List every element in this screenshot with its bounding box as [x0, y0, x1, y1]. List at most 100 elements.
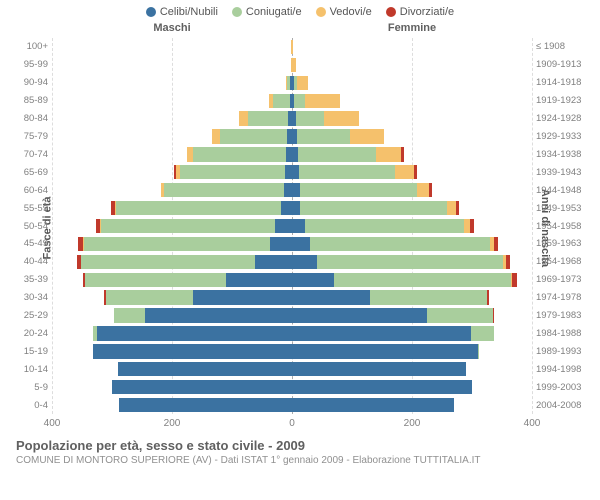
age-label: 75-79: [12, 131, 48, 142]
segment: [305, 219, 464, 233]
segment: [292, 183, 300, 197]
female-bar: [292, 308, 532, 322]
age-label: 85-89: [12, 95, 48, 106]
male-bar: [52, 129, 292, 143]
segment: [292, 344, 478, 358]
segment: [456, 201, 460, 215]
age-label: 65-69: [12, 167, 48, 178]
legend-item: Celibi/Nubili: [146, 6, 218, 18]
age-label: 60-64: [12, 185, 48, 196]
male-bar: [52, 111, 292, 125]
segment: [493, 308, 494, 322]
segment: [284, 183, 292, 197]
female-bar: [292, 398, 532, 412]
male-bar: [52, 147, 292, 161]
female-bar: [292, 111, 532, 125]
male-bar: [52, 273, 292, 287]
segment: [118, 362, 292, 376]
age-label: 0-4: [12, 400, 48, 411]
legend-swatch: [386, 7, 396, 17]
female-bar: [292, 219, 532, 233]
segment: [292, 290, 370, 304]
segment: [97, 326, 292, 340]
female-bar: [292, 290, 532, 304]
segment: [255, 255, 292, 269]
legend-item: Coniugati/e: [232, 6, 302, 18]
age-label: 10-14: [12, 364, 48, 375]
age-label: 55-59: [12, 203, 48, 214]
segment: [220, 129, 287, 143]
segment: [212, 129, 220, 143]
age-row: 60-641944-1948: [52, 181, 532, 199]
x-tick-label: 200: [164, 418, 181, 429]
female-bar: [292, 362, 532, 376]
segment: [164, 183, 284, 197]
birth-year-label: 1944-1948: [536, 185, 590, 196]
segment: [300, 201, 447, 215]
birth-year-label: 1959-1963: [536, 238, 590, 249]
male-bar: [52, 183, 292, 197]
segment: [292, 255, 317, 269]
female-bar: [292, 201, 532, 215]
gridline: [532, 38, 533, 414]
birth-year-label: 1949-1953: [536, 203, 590, 214]
female-bar: [292, 94, 532, 108]
column-headers: Maschi Femmine: [52, 22, 532, 34]
legend-swatch: [316, 7, 326, 17]
segment: [193, 290, 292, 304]
segment: [417, 183, 429, 197]
segment: [106, 290, 193, 304]
segment: [292, 40, 293, 54]
female-bar: [292, 58, 532, 72]
segment: [334, 273, 511, 287]
age-label: 95-99: [12, 59, 48, 70]
male-bar: [52, 398, 292, 412]
female-bar: [292, 147, 532, 161]
male-bar: [52, 308, 292, 322]
age-row: 80-841924-1928: [52, 110, 532, 128]
female-bar: [292, 183, 532, 197]
segment: [81, 255, 255, 269]
segment: [85, 273, 226, 287]
female-bar: [292, 129, 532, 143]
segment: [292, 326, 471, 340]
female-bar: [292, 237, 532, 251]
age-label: 30-34: [12, 292, 48, 303]
segment: [275, 219, 292, 233]
female-bar: [292, 344, 532, 358]
age-label: 15-19: [12, 346, 48, 357]
x-axis: 4002000200400: [52, 416, 532, 434]
age-label: 20-24: [12, 328, 48, 339]
birth-year-label: 1914-1918: [536, 77, 590, 88]
segment: [512, 273, 517, 287]
age-row: 75-791929-1933: [52, 128, 532, 146]
segment: [285, 165, 292, 179]
age-label: 45-49: [12, 238, 48, 249]
segment: [292, 380, 472, 394]
age-row: 30-341974-1978: [52, 289, 532, 307]
age-label: 100+: [12, 41, 48, 52]
male-bar: [52, 165, 292, 179]
birth-year-label: 1934-1938: [536, 149, 590, 160]
segment: [101, 219, 275, 233]
segment: [296, 111, 325, 125]
age-row: 20-241984-1988: [52, 325, 532, 343]
age-row: 100+≤ 1908: [52, 38, 532, 56]
male-bar: [52, 362, 292, 376]
segment: [429, 183, 431, 197]
segment: [114, 308, 145, 322]
segment: [292, 201, 300, 215]
segment: [292, 362, 466, 376]
x-tick-label: 200: [404, 418, 421, 429]
plot-area: 100+≤ 190895-991909-191390-941914-191885…: [52, 38, 532, 414]
birth-year-label: 1909-1913: [536, 59, 590, 70]
segment: [248, 111, 289, 125]
segment: [292, 398, 454, 412]
birth-year-label: 1924-1928: [536, 113, 590, 124]
male-bar: [52, 76, 292, 90]
male-bar: [52, 94, 292, 108]
segment: [297, 76, 308, 90]
age-label: 90-94: [12, 77, 48, 88]
segment: [84, 237, 270, 251]
chart-footer: Popolazione per età, sesso e stato civil…: [16, 438, 592, 466]
